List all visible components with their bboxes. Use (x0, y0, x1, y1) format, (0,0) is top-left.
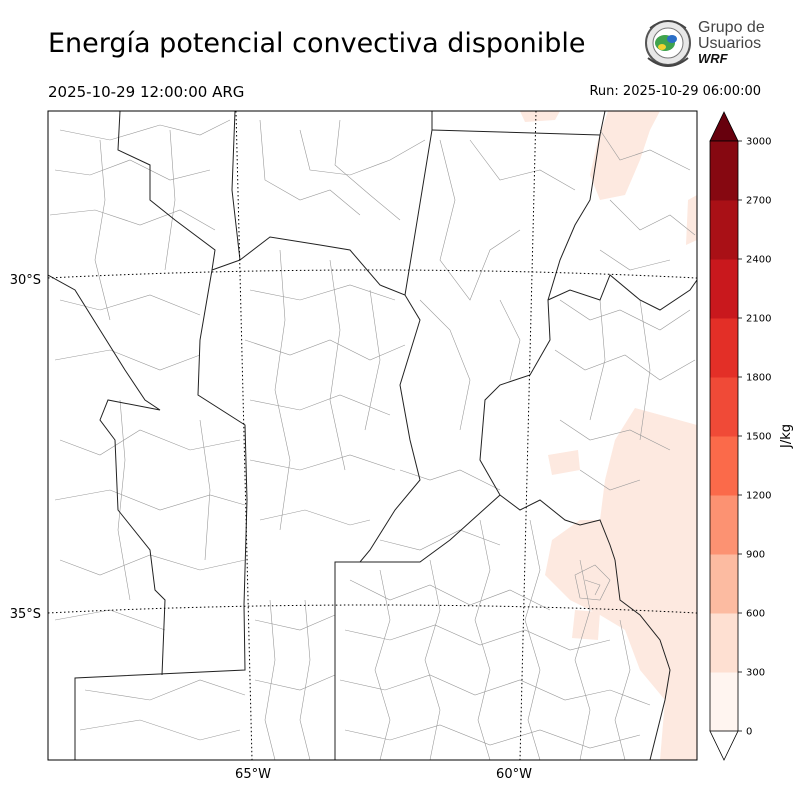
colorbar-tick-label: 0 (746, 727, 752, 738)
colorbar-band (710, 318, 738, 378)
colorbar-band (710, 259, 738, 319)
colorbar-tick-label: 1200 (746, 491, 771, 502)
colorbar-band (710, 377, 738, 437)
colorbar-tick-label: 2100 (746, 314, 771, 325)
colorbar-tick-label: 600 (746, 609, 765, 620)
graticule (48, 111, 697, 760)
colorbar-under-arrow (709, 730, 739, 761)
colorbar-band (710, 554, 738, 614)
cape-shading (520, 111, 697, 760)
colorbar-band (710, 495, 738, 555)
colorbar-tick-label: 900 (746, 550, 765, 561)
colorbar-band (710, 141, 738, 201)
run-time: Run: 2025-10-29 06:00:00 (589, 84, 761, 99)
lat-label-35s: 35°S (10, 607, 41, 622)
colorbar-tick-label: 2400 (746, 255, 771, 266)
colorbar-band (710, 672, 738, 732)
colorbar-tick-label: 300 (746, 668, 765, 679)
colorbar-tick-label: 1800 (746, 373, 771, 384)
colorbar-tick-label: 2700 (746, 196, 771, 207)
department-boundaries (49, 119, 696, 760)
map-area (48, 111, 697, 760)
page-title: Energía potencial convectiva disponible (48, 28, 586, 59)
colorbar-band (710, 200, 738, 260)
logo-line3: WRF (698, 51, 728, 66)
colorbar-tick-label: 1500 (746, 432, 771, 443)
colorbar: 0 300 600 900 1200 1500 1800 2100 2400 2700 3000 J… (709, 111, 794, 761)
colorbar-band (710, 436, 738, 496)
map-frame (47, 110, 698, 761)
lon-label-65w: 65°W (235, 767, 271, 782)
logo-line1: Grupo de (698, 19, 765, 36)
lon-label-60w: 60°W (496, 767, 532, 782)
province-boundaries (48, 111, 697, 760)
valid-time: 2025-10-29 12:00:00 ARG (48, 83, 245, 101)
colorbar-unit-label: J/kg (779, 424, 794, 449)
logo-line2: Usuarios (698, 35, 762, 52)
logo: Grupo de Usuarios WRF (640, 16, 765, 72)
logo-emblem-icon (645, 20, 691, 67)
colorbar-tick-label: 3000 (746, 137, 771, 148)
colorbar-over-arrow (709, 111, 739, 142)
lat-label-30s: 30°S (10, 273, 41, 288)
colorbar-band (710, 613, 738, 673)
